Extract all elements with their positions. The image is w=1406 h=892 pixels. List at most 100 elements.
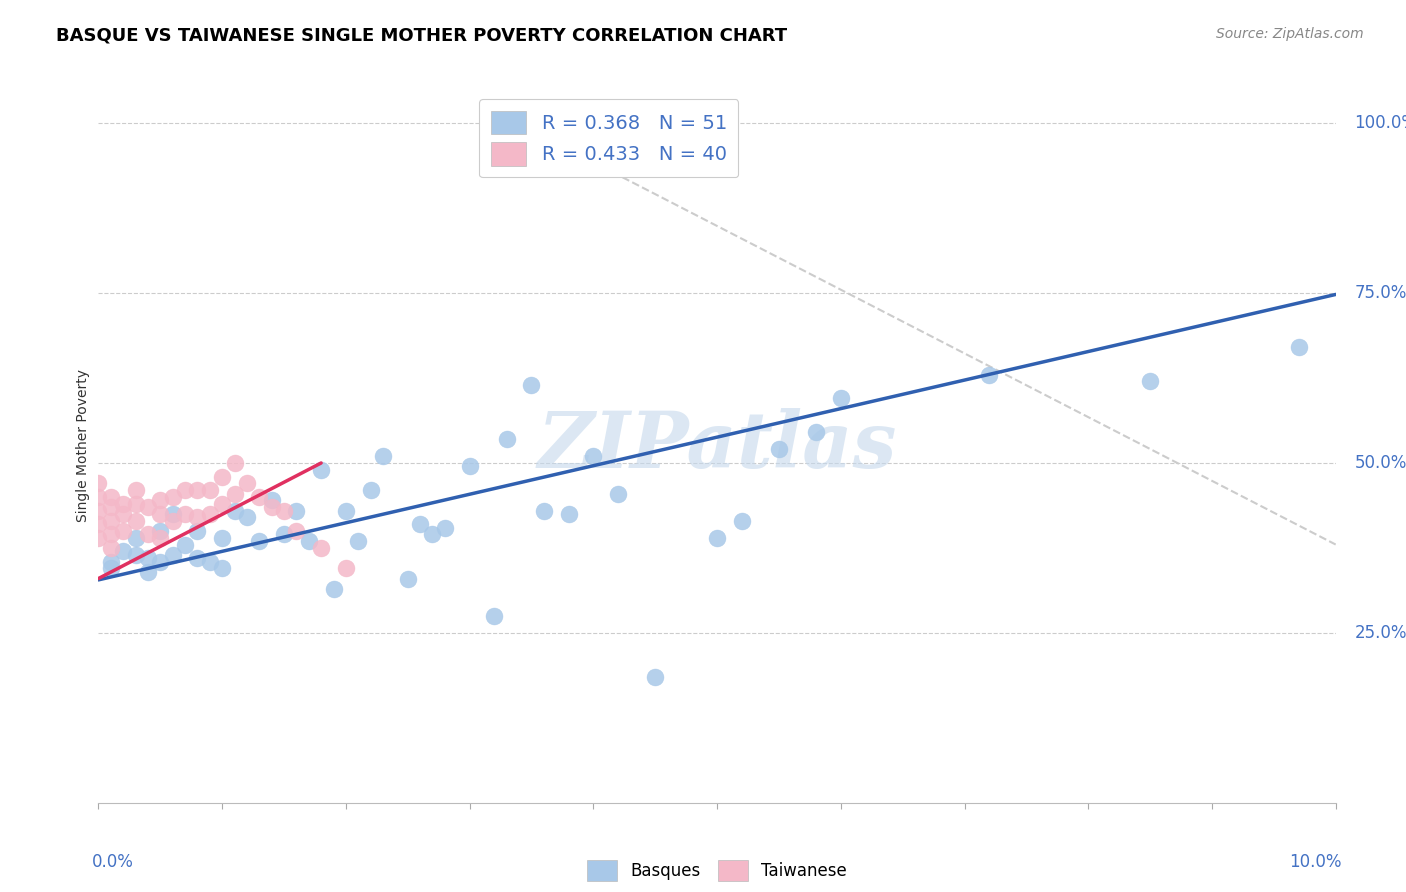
Point — [360, 483, 382, 498]
Point — [533, 503, 555, 517]
Point — [273, 527, 295, 541]
Point — [149, 555, 172, 569]
Point — [495, 432, 517, 446]
Point — [174, 507, 197, 521]
Point — [211, 469, 233, 483]
Point — [335, 503, 357, 517]
Legend: Basques, Taiwanese: Basques, Taiwanese — [581, 854, 853, 888]
Point — [162, 507, 184, 521]
Point — [224, 456, 246, 470]
Point — [136, 500, 159, 515]
Point — [706, 531, 728, 545]
Point — [100, 500, 122, 515]
Point — [124, 483, 146, 498]
Point — [87, 517, 110, 532]
Point — [124, 531, 146, 545]
Point — [149, 493, 172, 508]
Point — [309, 541, 332, 555]
Point — [100, 541, 122, 555]
Text: 100.0%: 100.0% — [1354, 114, 1406, 132]
Point — [136, 527, 159, 541]
Point — [1139, 375, 1161, 389]
Point — [124, 514, 146, 528]
Text: 75.0%: 75.0% — [1354, 284, 1406, 302]
Point — [186, 483, 208, 498]
Point — [162, 514, 184, 528]
Point — [149, 524, 172, 538]
Text: 0.0%: 0.0% — [93, 853, 134, 871]
Point — [322, 582, 344, 596]
Point — [298, 534, 321, 549]
Point — [285, 503, 308, 517]
Point — [112, 497, 135, 511]
Point — [198, 483, 221, 498]
Point — [247, 534, 270, 549]
Point — [87, 490, 110, 504]
Point — [100, 555, 122, 569]
Point — [211, 497, 233, 511]
Point — [520, 377, 543, 392]
Point — [309, 463, 332, 477]
Point — [186, 551, 208, 566]
Point — [768, 442, 790, 457]
Text: 10.0%: 10.0% — [1289, 853, 1341, 871]
Y-axis label: Single Mother Poverty: Single Mother Poverty — [76, 369, 90, 523]
Point — [149, 507, 172, 521]
Point — [335, 561, 357, 575]
Point — [100, 490, 122, 504]
Point — [557, 507, 579, 521]
Point — [396, 572, 419, 586]
Point — [260, 493, 283, 508]
Point — [112, 524, 135, 538]
Point — [458, 459, 481, 474]
Point — [582, 449, 605, 463]
Point — [484, 608, 506, 623]
Point — [174, 483, 197, 498]
Point — [236, 510, 259, 524]
Text: 25.0%: 25.0% — [1354, 624, 1406, 642]
Text: ZIPatlas: ZIPatlas — [537, 408, 897, 484]
Point — [211, 561, 233, 575]
Point — [347, 534, 370, 549]
Point — [371, 449, 394, 463]
Point — [409, 517, 432, 532]
Point — [100, 527, 122, 541]
Text: BASQUE VS TAIWANESE SINGLE MOTHER POVERTY CORRELATION CHART: BASQUE VS TAIWANESE SINGLE MOTHER POVERT… — [56, 27, 787, 45]
Point — [87, 503, 110, 517]
Point — [100, 561, 122, 575]
Point — [731, 514, 754, 528]
Point — [186, 524, 208, 538]
Point — [644, 670, 666, 684]
Point — [804, 425, 827, 440]
Point — [224, 486, 246, 500]
Point — [162, 548, 184, 562]
Point — [422, 527, 444, 541]
Point — [162, 490, 184, 504]
Point — [186, 510, 208, 524]
Point — [830, 392, 852, 406]
Point — [979, 368, 1001, 382]
Text: Source: ZipAtlas.com: Source: ZipAtlas.com — [1216, 27, 1364, 41]
Point — [260, 500, 283, 515]
Point — [607, 486, 630, 500]
Point — [1288, 341, 1310, 355]
Point — [236, 476, 259, 491]
Point — [224, 503, 246, 517]
Point — [273, 503, 295, 517]
Point — [136, 565, 159, 579]
Point — [100, 514, 122, 528]
Point — [124, 497, 146, 511]
Point — [198, 507, 221, 521]
Point — [174, 537, 197, 551]
Point — [211, 531, 233, 545]
Point — [247, 490, 270, 504]
Text: 50.0%: 50.0% — [1354, 454, 1406, 472]
Point — [87, 476, 110, 491]
Point — [87, 531, 110, 545]
Point — [124, 548, 146, 562]
Point — [198, 555, 221, 569]
Point — [433, 520, 456, 534]
Point — [136, 551, 159, 566]
Point — [112, 507, 135, 521]
Point — [112, 544, 135, 558]
